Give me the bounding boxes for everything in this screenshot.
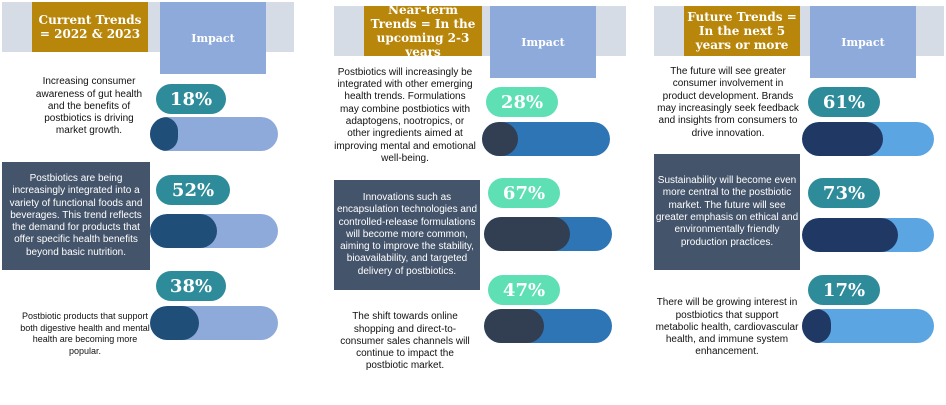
impact-bar <box>802 309 934 343</box>
impact-percent: 18% <box>156 84 226 114</box>
impact-percent: 28% <box>486 87 558 117</box>
trend-description: Increasing consumer awareness of gut hea… <box>35 76 143 137</box>
impact-bar <box>150 214 278 248</box>
impact-bar-fill <box>802 218 899 252</box>
trend-description: There will be growing interest in postbi… <box>655 297 799 358</box>
impact-bar <box>484 217 612 251</box>
impact-percent: 73% <box>808 178 880 208</box>
impact-header: Impact <box>490 6 596 78</box>
impact-bar <box>482 122 610 156</box>
impact-bar-fill <box>484 217 570 251</box>
trend-description: The future will see greater consumer inv… <box>657 66 799 139</box>
impact-percent: 38% <box>156 271 226 301</box>
trend-description: Innovations such as encapsulation techno… <box>334 180 480 290</box>
impact-bar-fill <box>802 309 832 343</box>
impact-bar-fill <box>484 309 545 343</box>
impact-percent: 52% <box>156 175 230 205</box>
impact-bar <box>802 122 934 156</box>
impact-header: Impact <box>810 6 916 78</box>
impact-bar-fill <box>150 306 199 340</box>
impact-bar <box>802 218 934 252</box>
impact-percent: 47% <box>488 275 560 305</box>
column-current-trends: Current Trends = 2022 & 2023 Impact Incr… <box>0 0 300 405</box>
column-title: Near-term Trends = In the upcoming 2-3 y… <box>364 3 482 59</box>
column-near-term-trends: Near-term Trends = In the upcoming 2-3 y… <box>330 0 630 405</box>
column-title: Future Trends = In the next 5 years or m… <box>684 6 800 56</box>
impact-bar <box>150 306 278 340</box>
impact-header: Impact <box>160 2 266 74</box>
impact-percent: 67% <box>488 178 560 208</box>
trend-description: Postbiotic products that support both di… <box>20 311 150 356</box>
column-title: Current Trends = 2022 & 2023 <box>32 2 148 52</box>
impact-bar-fill <box>150 214 217 248</box>
impact-bar-fill <box>482 122 518 156</box>
impact-percent: 61% <box>808 87 880 117</box>
impact-bar <box>150 117 278 151</box>
trend-description: Postbiotics will increasingly be integra… <box>334 66 476 164</box>
trend-description: Sustainability will become even more cen… <box>654 154 800 270</box>
impact-percent: 17% <box>808 275 880 305</box>
impact-bar-fill <box>802 122 883 156</box>
impact-bar-fill <box>150 117 179 151</box>
trend-description: The shift towards online shopping and di… <box>340 311 470 372</box>
impact-bar <box>484 309 612 343</box>
column-future-trends: Future Trends = In the next 5 years or m… <box>650 0 946 405</box>
trend-description: Postbiotics are being increasingly integ… <box>2 162 150 270</box>
